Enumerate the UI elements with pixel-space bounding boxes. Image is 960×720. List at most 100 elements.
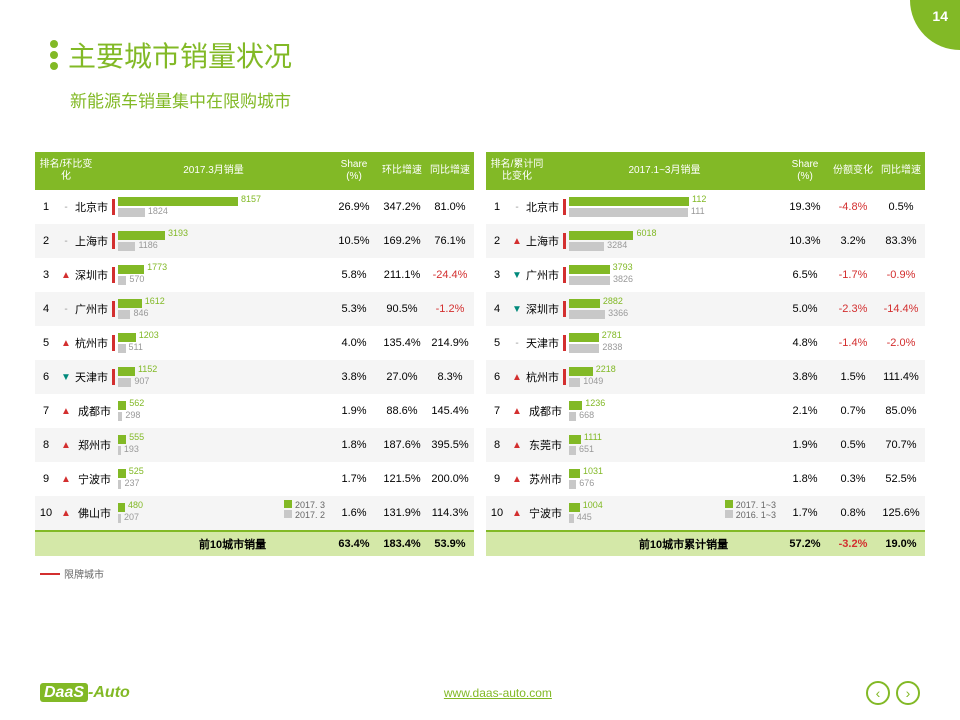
- yoy-value: 0.5%: [877, 201, 925, 213]
- change-arrow-icon: -: [57, 236, 75, 247]
- table-row: 7 ▲ 成都市 1236 668 2.1% 0.7% 85.0%: [486, 394, 925, 428]
- yoy-value: 125.6%: [877, 507, 925, 519]
- share-value: 1.9%: [330, 405, 378, 417]
- rank: 4: [35, 303, 57, 315]
- bar-chart: 2781 2838: [566, 328, 781, 358]
- rank: 10: [35, 507, 57, 519]
- right-panel: 排名/累计同比变化 2017.1~3月销量 Share (%) 份额变化 同比增…: [486, 152, 925, 556]
- change-arrow-icon: ▲: [57, 440, 75, 451]
- yoy-value: 81.0%: [426, 201, 474, 213]
- city-name: 杭州市: [526, 369, 566, 385]
- table-row: 6 ▲ 杭州市 2218 1049 3.8% 1.5% 111.4%: [486, 360, 925, 394]
- share-value: 4.8%: [781, 337, 829, 349]
- share-value: 1.7%: [781, 507, 829, 519]
- table-header: 排名/环比变化 2017.3月销量 Share (%) 环比增速 同比增速: [35, 152, 474, 190]
- change-arrow-icon: ▲: [57, 474, 75, 485]
- rank: 1: [486, 201, 508, 213]
- table-row: 1 - 北京市 8157 1824 26.9% 347.2% 81.0%: [35, 190, 474, 224]
- page-title: 主要城市销量状况: [68, 35, 292, 75]
- bar-chart: 2882 3366: [566, 294, 781, 324]
- table-row: 2 - 上海市 3193 1186 10.5% 169.2% 76.1%: [35, 224, 474, 258]
- next-button[interactable]: ›: [896, 681, 920, 705]
- rank: 9: [35, 473, 57, 485]
- restricted-legend: 限牌城市: [40, 566, 960, 581]
- bar-chart: 562 298: [115, 396, 330, 426]
- rank: 10: [486, 507, 508, 519]
- yoy-value: -24.4%: [426, 269, 474, 281]
- bar-chart: 480 207 2017. 3 2017. 2: [115, 498, 330, 528]
- mom-value: 90.5%: [378, 303, 426, 315]
- content: 排名/环比变化 2017.3月销量 Share (%) 环比增速 同比增速 1 …: [0, 122, 960, 556]
- prev-button[interactable]: ‹: [866, 681, 890, 705]
- yoy-value: 76.1%: [426, 235, 474, 247]
- yoy-value: 145.4%: [426, 405, 474, 417]
- city-name: 佛山市: [75, 505, 115, 521]
- table-row: 5 ▲ 杭州市 1203 511 4.0% 135.4% 214.9%: [35, 326, 474, 360]
- city-name: 天津市: [526, 335, 566, 351]
- share-value: 10.3%: [781, 235, 829, 247]
- rank: 6: [486, 371, 508, 383]
- mom-value: 187.6%: [378, 439, 426, 451]
- yoy-value: 8.3%: [426, 371, 474, 383]
- share-value: 26.9%: [330, 201, 378, 213]
- table-row: 4 ▼ 深圳市 2882 3366 5.0% -2.3% -14.4%: [486, 292, 925, 326]
- yoy-value: 200.0%: [426, 473, 474, 485]
- bar-chart: 1773 570: [115, 260, 330, 290]
- share-value: 5.3%: [330, 303, 378, 315]
- change-arrow-icon: ▲: [508, 474, 526, 485]
- change-arrow-icon: -: [508, 202, 526, 213]
- bar-chart: 8157 1824: [115, 192, 330, 222]
- change-arrow-icon: ▲: [508, 508, 526, 519]
- yoy-value: -2.0%: [877, 337, 925, 349]
- bar-chart: 2218 1049: [566, 362, 781, 392]
- yoy-value: 214.9%: [426, 337, 474, 349]
- share-value: 3.8%: [781, 371, 829, 383]
- rank: 9: [486, 473, 508, 485]
- share-value: 10.5%: [330, 235, 378, 247]
- rank: 8: [486, 439, 508, 451]
- change-arrow-icon: ▼: [508, 304, 526, 315]
- bar-chart: 1004 445 2017. 1~3 2016. 1~3: [566, 498, 781, 528]
- rank: 3: [35, 269, 57, 281]
- mom-value: -4.8%: [829, 201, 877, 213]
- change-arrow-icon: ▲: [508, 236, 526, 247]
- table-row: 3 ▲ 深圳市 1773 570 5.8% 211.1% -24.4%: [35, 258, 474, 292]
- rank: 2: [35, 235, 57, 247]
- change-arrow-icon: ▲: [508, 440, 526, 451]
- yoy-value: 395.5%: [426, 439, 474, 451]
- change-arrow-icon: ▲: [508, 406, 526, 417]
- change-arrow-icon: ▼: [508, 270, 526, 281]
- yoy-value: 85.0%: [877, 405, 925, 417]
- rank: 7: [35, 405, 57, 417]
- table-row: 9 ▲ 苏州市 1031 676 1.8% 0.3% 52.5%: [486, 462, 925, 496]
- table-row: 10 ▲ 宁波市 1004 445 2017. 1~3 2016. 1~3 1.…: [486, 496, 925, 530]
- change-arrow-icon: ▲: [57, 338, 75, 349]
- mom-value: 169.2%: [378, 235, 426, 247]
- table-footer: 前10城市累计销量 57.2% -3.2% 19.0%: [486, 530, 925, 556]
- table-footer: 前10城市销量 63.4% 183.4% 53.9%: [35, 530, 474, 556]
- city-name: 东莞市: [526, 437, 566, 453]
- website-link[interactable]: www.daas-auto.com: [130, 686, 866, 700]
- table-row: 5 - 天津市 2781 2838 4.8% -1.4% -2.0%: [486, 326, 925, 360]
- city-name: 宁波市: [75, 471, 115, 487]
- yoy-value: -0.9%: [877, 269, 925, 281]
- bar-chart: 1612 846: [115, 294, 330, 324]
- table-row: 6 ▼ 天津市 1152 907 3.8% 27.0% 8.3%: [35, 360, 474, 394]
- city-name: 成都市: [526, 403, 566, 419]
- share-value: 19.3%: [781, 201, 829, 213]
- yoy-value: 70.7%: [877, 439, 925, 451]
- table-row: 3 ▼ 广州市 3793 3826 6.5% -1.7% -0.9%: [486, 258, 925, 292]
- city-name: 苏州市: [526, 471, 566, 487]
- city-name: 深圳市: [526, 301, 566, 317]
- mom-value: 0.7%: [829, 405, 877, 417]
- city-name: 天津市: [75, 369, 115, 385]
- rank: 3: [486, 269, 508, 281]
- city-name: 郑州市: [75, 437, 115, 453]
- mom-value: -1.7%: [829, 269, 877, 281]
- rank: 8: [35, 439, 57, 451]
- table-row: 1 - 北京市 112 111 19.3% -4.8% 0.5%: [486, 190, 925, 224]
- table-row: 7 ▲ 成都市 562 298 1.9% 88.6% 145.4%: [35, 394, 474, 428]
- yoy-value: 52.5%: [877, 473, 925, 485]
- mom-value: 211.1%: [378, 269, 426, 281]
- mom-value: 0.3%: [829, 473, 877, 485]
